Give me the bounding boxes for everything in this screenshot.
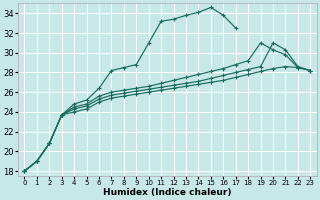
- X-axis label: Humidex (Indice chaleur): Humidex (Indice chaleur): [103, 188, 232, 197]
